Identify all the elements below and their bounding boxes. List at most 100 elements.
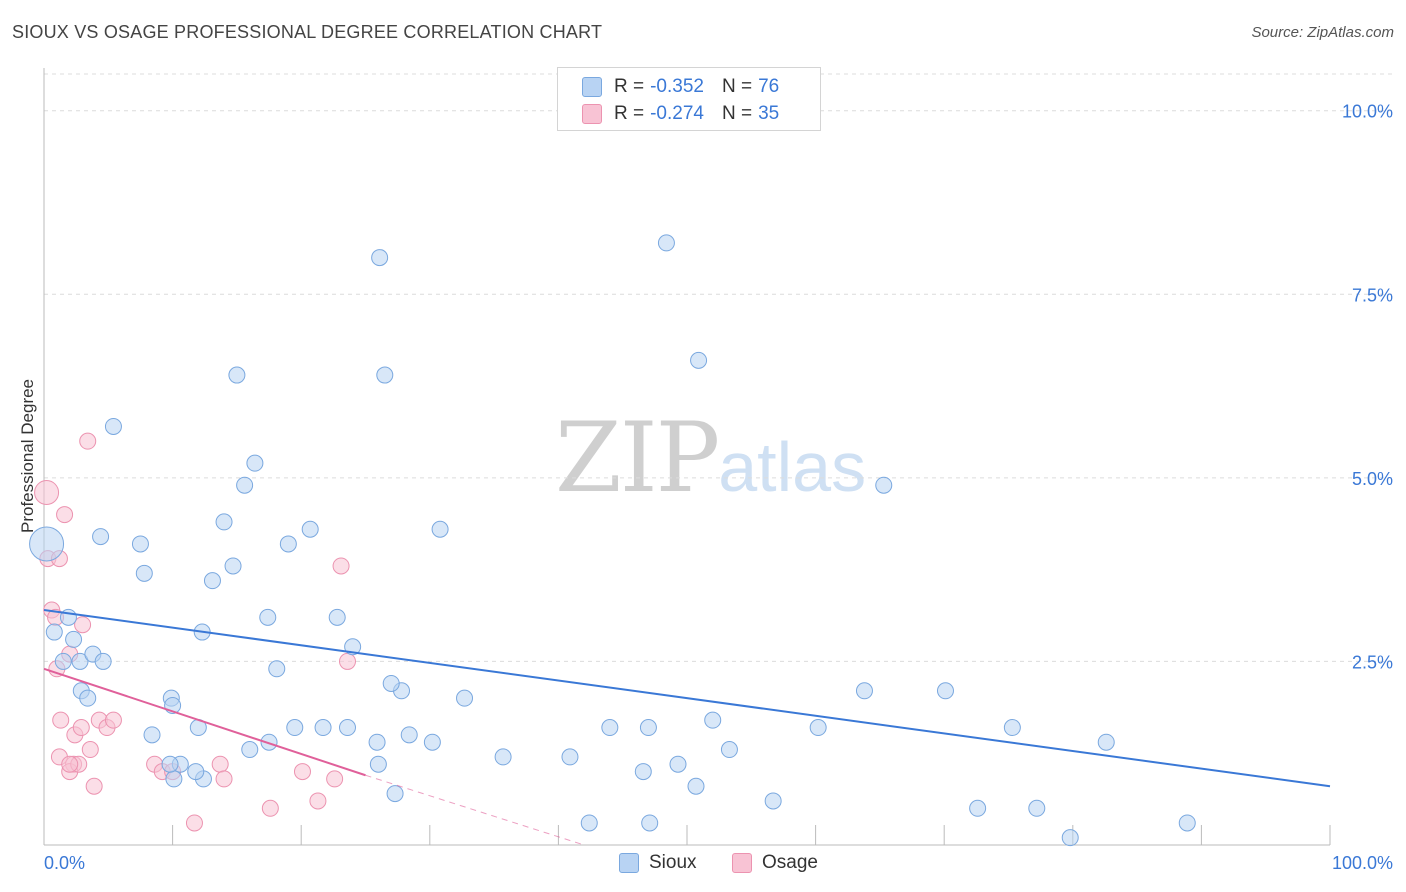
sioux-point [936,682,954,700]
sioux-legend-label: Sioux [649,852,697,873]
sioux-point [54,652,72,670]
sioux-point [215,513,233,531]
sioux-point [228,366,246,384]
sioux-point [1097,733,1115,751]
sioux-point [641,814,659,832]
legend-row-osage: R = -0.274 N = 35 [582,102,779,126]
sioux-point [1178,814,1196,832]
sioux-trend-line [43,609,1331,788]
osage-trend-extension [365,774,585,846]
sioux-point [687,777,705,795]
sioux-point [71,652,89,670]
osage-r-label: R = [614,103,645,124]
osage-trend-line [43,667,366,777]
sioux-legend-swatch [619,853,639,873]
sioux-point [809,719,827,737]
sioux-point [720,741,738,759]
sioux-point [65,630,83,648]
trend-layer [43,609,1331,846]
osage-point [185,814,203,832]
watermark-zip: ZIP [555,402,720,514]
y-tick-label: 2.5% [1352,652,1393,672]
osage-point [34,480,60,506]
osage-r-value: -0.274 [650,103,704,124]
sioux-point [704,711,722,729]
sioux-point [104,417,122,435]
sioux-point [1028,799,1046,817]
axis-layer [43,68,1331,846]
sioux-point [45,623,63,641]
osage-point [211,755,229,773]
sioux-point [369,755,387,773]
sioux-point [634,763,652,781]
x-tick-label-max: 100.0% [1332,853,1393,873]
watermark-atlas: atlas [718,428,867,506]
sioux-point [328,608,346,626]
sioux-point [431,520,449,538]
sioux-point [1061,829,1079,847]
sioux-point [764,792,782,810]
sioux-point [92,528,110,546]
tick-labels-layer: 2.5% 5.0% 7.5% 10.0% 0.0% 100.0% [44,102,1393,873]
legend-row-sioux: R = -0.352 N = 76 [582,75,779,99]
y-tick-label: 10.0% [1342,102,1393,122]
sioux-point [338,719,356,737]
sioux-point [690,351,708,369]
sioux-point [376,366,394,384]
sioux-point [241,741,259,759]
sioux-point [279,535,297,553]
sioux-point [657,234,675,252]
sioux-point [561,748,579,766]
sioux-point [259,608,277,626]
osage-point [261,799,279,817]
sioux-point [135,564,153,582]
sioux-point [143,726,161,744]
sioux-point [236,476,254,494]
sioux-point [855,682,873,700]
sioux-point [639,719,657,737]
chart-title: SIOUX VS OSAGE PROFESSIONAL DEGREE CORRE… [12,22,603,42]
osage-point [332,557,350,575]
sioux-point [400,726,418,744]
osage-point [61,755,79,773]
sioux-point [268,660,286,678]
sioux-point [187,763,205,781]
sioux-point [29,526,65,562]
sioux-point [165,770,183,788]
sioux-point [371,249,389,267]
correlation-legend: R = -0.352 N = 76 R = -0.274 N = 35 [557,67,821,131]
sioux-r-label: R = [614,76,645,97]
grid-layer [44,73,1392,662]
sioux-point [286,719,304,737]
sioux-swatch [582,77,602,97]
osage-point [215,770,233,788]
sioux-point [1003,719,1021,737]
sioux-point [131,535,149,553]
osage-point [81,741,99,759]
y-tick-label: 7.5% [1352,285,1393,305]
sioux-point [423,733,441,751]
sioux-point [314,719,332,737]
osage-point [52,711,70,729]
sioux-point [79,689,97,707]
sioux-n-value: 76 [758,76,780,97]
sioux-point [161,755,179,773]
osage-n-value: 35 [758,103,780,124]
osage-swatch [582,104,602,124]
series-legend-sioux[interactable]: Sioux [619,852,697,874]
osage-point [293,763,311,781]
osage-point [85,777,103,795]
sioux-point [969,799,987,817]
sioux-point [875,476,893,494]
series-legend-osage[interactable]: Osage [732,852,818,874]
osage-point [326,770,344,788]
sioux-point [344,638,362,656]
osage-point [74,616,92,634]
x-tick-label-min: 0.0% [44,853,85,873]
y-tick-label: 5.0% [1352,469,1393,489]
sioux-point [456,689,474,707]
watermark: ZIPatlas [555,402,866,514]
sioux-point [224,557,242,575]
osage-legend-swatch [732,853,752,873]
